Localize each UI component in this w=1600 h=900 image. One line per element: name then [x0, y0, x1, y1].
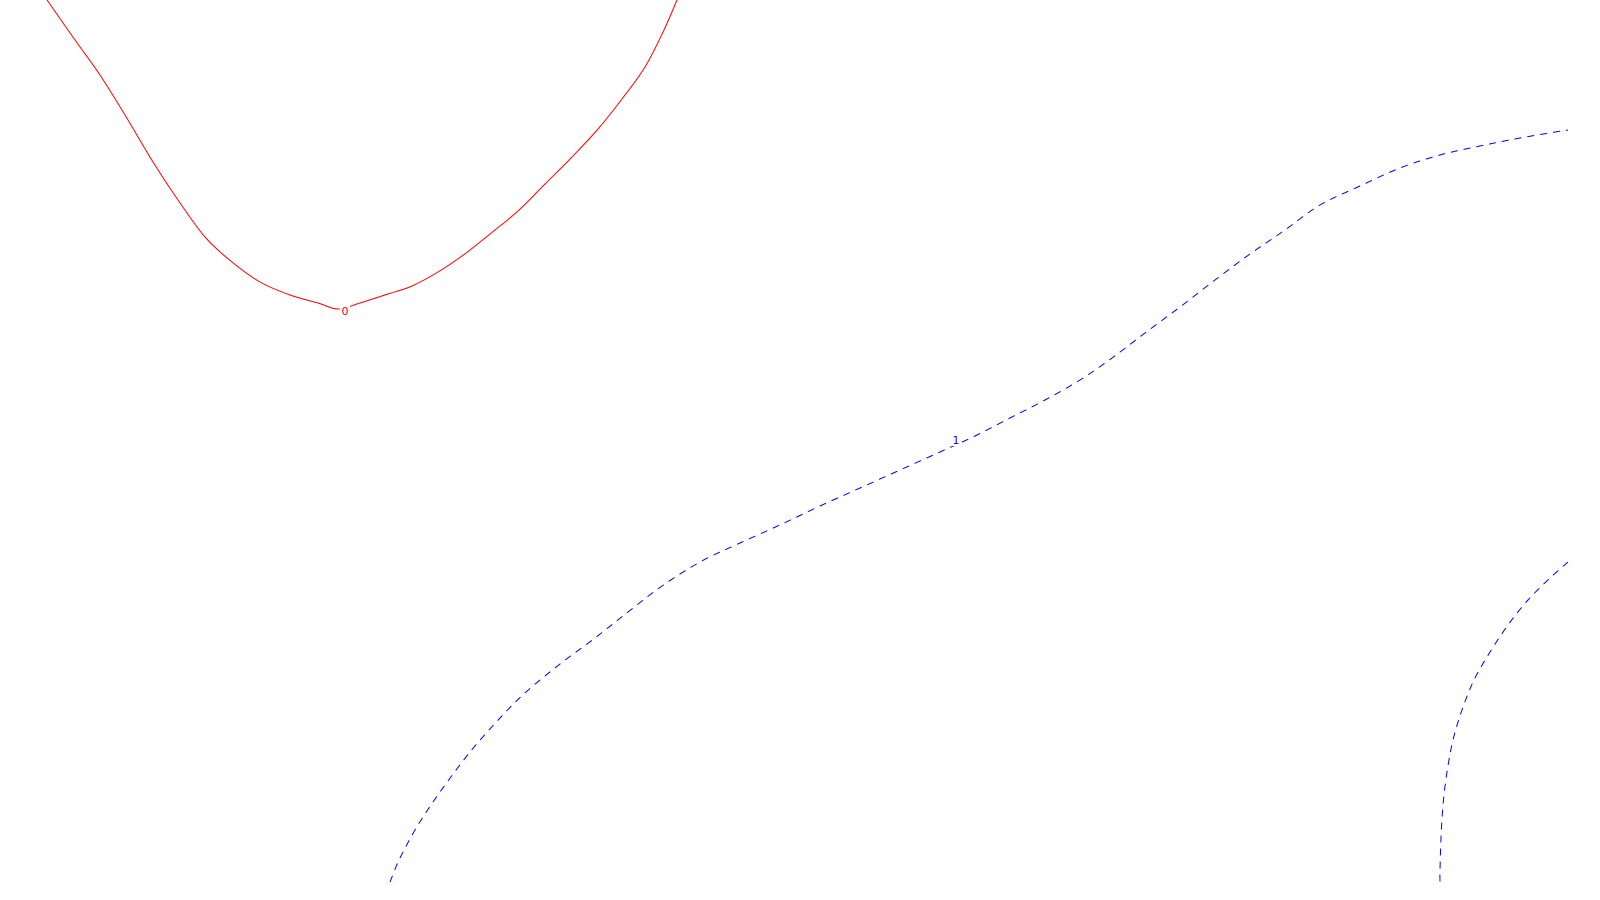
- zero-contour-label-background: [340, 306, 350, 317]
- one-contour-main-label: 1: [953, 434, 960, 447]
- one-contour-corner-line: [1439, 561, 1569, 883]
- contour-lines-group: [46, 0, 1569, 883]
- one-contour-main-line: [389, 129, 1569, 883]
- contour-labels-group: 01: [340, 305, 961, 447]
- zero-contour-label: 0: [342, 305, 349, 318]
- zero-contour-line: [46, 0, 678, 310]
- one-contour-main-label-background: [951, 435, 961, 446]
